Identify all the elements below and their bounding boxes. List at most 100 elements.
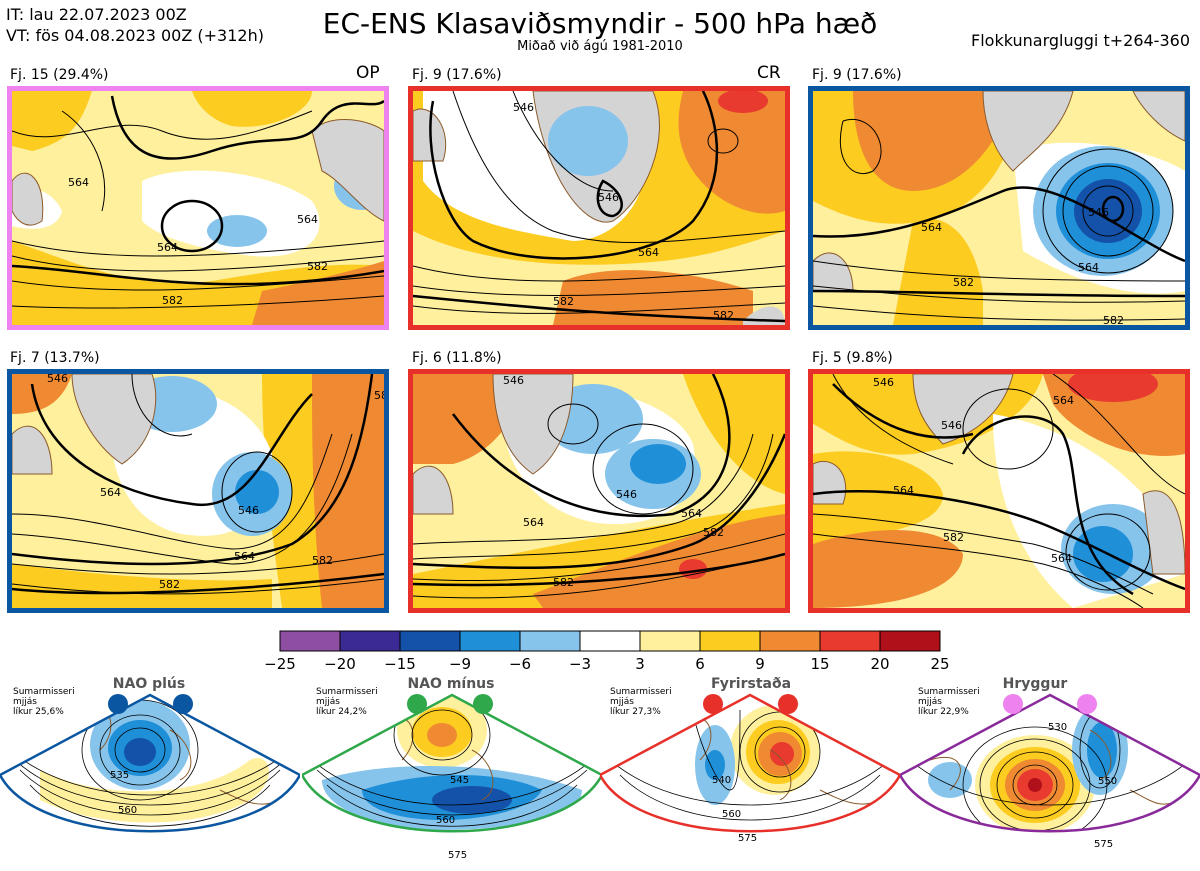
regime-1-note: Sumarmisseri mjjás líkur 25,6%: [13, 687, 75, 717]
page-title: EC-ENS Klasaviðsmyndir - 500 hPa hæð: [322, 7, 878, 40]
colorbar-tick-label: 15: [810, 655, 829, 673]
panel-4-contour-label-d: 564: [234, 550, 255, 563]
header-run-info: IT: lau 22.07.2023 00Z VT: fös 04.08.202…: [6, 4, 264, 46]
cluster-map-3: 546 564 564 582 582: [808, 86, 1190, 330]
cluster-map-6: 546 546 564 564 582 564: [808, 369, 1190, 613]
panel-5-contour-label-f: 582: [703, 526, 724, 539]
colorbar-tick-label: 25: [930, 655, 949, 673]
panel-2-tag: CR: [757, 63, 781, 83]
cluster-map-5: 546 546 564 564 582 582: [408, 369, 790, 613]
panel-1-label: Fj. 15 (29.4%): [10, 67, 109, 83]
colorbar-swatch: [819, 630, 881, 652]
panel-3-contour-label-a: 546: [1088, 206, 1109, 219]
colorbar-swatch: [639, 630, 701, 652]
panel-2-contour-label-a: 546: [513, 101, 534, 114]
colorbar: −25 −20 −15 −9 −6 −3 3 6 9 15 20 25: [264, 630, 950, 673]
panel-3-label: Fj. 9 (17.6%): [812, 67, 902, 83]
regime-2-note: Sumarmisseri mjjás líkur 24,2%: [316, 687, 378, 717]
panel-6-contour-label-f: 564: [1051, 552, 1072, 565]
panel-4-contour-label-f: 582: [312, 554, 333, 567]
colorbar-swatch: [759, 630, 821, 652]
colorbar-tick-label: 9: [755, 655, 765, 673]
regime-1-contour-label-b: 560: [118, 805, 137, 816]
panel-6-contour-label-c: 564: [893, 484, 914, 497]
regime-4-contour-label-b: 550: [1098, 776, 1117, 787]
regime-1-title: NAO plús: [112, 676, 186, 692]
colorbar-tick-label: −3: [569, 655, 591, 673]
panel-1-contour-label-b: 564: [297, 213, 318, 226]
panel-1-contour-label-d: 582: [307, 260, 328, 273]
colorbar-tick-label: 6: [695, 655, 705, 673]
panel-6-contour-label-d: 564: [1053, 394, 1074, 407]
panel-4-contour-label-a: 546: [47, 374, 68, 385]
regime-2-contour-label-c: 575: [448, 850, 467, 861]
panel-6-label: Fj. 5 (9.8%): [812, 350, 893, 366]
page-subtitle: Miðað við ágú 1981-2010: [517, 39, 683, 54]
panel-2-contour-label-b: 546: [598, 191, 619, 204]
panel-2-contour-label-e: 582: [713, 309, 734, 322]
panel-5-contour-label-a: 546: [503, 374, 524, 387]
colorbar-tick-label: −15: [384, 655, 416, 673]
panel-4-contour-label-g: 582: [374, 389, 384, 402]
regime-3-contour-label-b: 560: [722, 809, 741, 820]
colorbar-swatch: [339, 630, 401, 652]
regime-4-contour-label-c: 575: [1094, 839, 1113, 850]
regime-2-markers: [407, 694, 493, 714]
panel-4-contour-label-e: 582: [159, 578, 180, 591]
colorbar-swatches: [279, 630, 941, 652]
regime-2-contour-label-b: 560: [436, 815, 455, 826]
initial-time: IT: lau 22.07.2023 00Z: [6, 5, 187, 24]
panel-6-contour-label-a: 546: [873, 376, 894, 389]
regime-2-title: NAO mínus: [407, 676, 495, 692]
regime-3-contour-label-c: 575: [738, 833, 757, 844]
colorbar-swatch: [459, 630, 521, 652]
regime-3-markers: [703, 694, 798, 714]
colorbar-swatch: [519, 630, 581, 652]
panel-1-contour-label-a: 564: [157, 241, 178, 254]
regime-3-title: Fyrirstaða: [710, 676, 792, 692]
regime-4-note: Sumarmisseri mjjás líkur 22,9%: [918, 687, 980, 717]
colorbar-swatch: [399, 630, 461, 652]
regime-4-contour-label-a: 530: [1048, 722, 1067, 733]
cluster-map-1: 564 564 564 582 582: [7, 86, 389, 330]
regime-1-contour-label-a: 535: [110, 770, 129, 781]
panel-6-contour-label-b: 546: [941, 419, 962, 432]
panel-3-contour-label-e: 582: [1103, 314, 1124, 325]
panel-6-contour-label-e: 582: [943, 531, 964, 544]
regime-3-note: Sumarmisseri mjjás líkur 27,3%: [610, 687, 672, 717]
regime-4-title: Hryggur: [1002, 676, 1068, 692]
colorbar-tick-label: −6: [509, 655, 531, 673]
panel-4-contour-label-b: 546: [238, 504, 259, 517]
panel-5-contour-label-d: 564: [681, 507, 702, 520]
regime-map-nao-plus: 535 560: [0, 693, 300, 833]
colorbar-ticks: −25 −20 −15 −9 −6 −3 3 6 9 15 20 25: [264, 655, 949, 673]
panel-1-tag: OP: [356, 63, 380, 83]
panel-4-contour-label-c: 564: [100, 486, 121, 499]
colorbar-tick-label: −9: [449, 655, 471, 673]
regime-2-contour-label-a: 545: [450, 775, 469, 786]
colorbar-tick-label: 3: [635, 655, 645, 673]
panel-3-contour-label-b: 564: [921, 221, 942, 234]
panel-5-label: Fj. 6 (11.8%): [412, 350, 502, 366]
panel-5-contour-label-e: 582: [553, 576, 574, 589]
panel-3-contour-label-c: 564: [1078, 261, 1099, 274]
panel-2-label: Fj. 9 (17.6%): [412, 67, 502, 83]
panel-2-contour-label-c: 564: [638, 246, 659, 259]
panel-1-contour-label-c: 564: [68, 176, 89, 189]
panel-1-contour-label-e: 582: [162, 294, 183, 307]
panel-5-contour-label-c: 564: [523, 516, 544, 529]
cluster-map-4: 546 546 564 564 582 582 582: [7, 369, 389, 613]
regime-map-blocking: 540 560 575: [600, 693, 900, 844]
panel-3-contour-label-d: 582: [953, 276, 974, 289]
classification-window: Flokkunargluggi t+264-360: [971, 31, 1190, 50]
panel-2-contour-label-d: 582: [553, 295, 574, 308]
colorbar-swatch: [879, 630, 941, 652]
colorbar-swatch: [579, 630, 641, 652]
panel-4-label: Fj. 7 (13.7%): [10, 350, 100, 366]
regime-4-markers: [1003, 694, 1097, 714]
regime-map-ridge: 530 550 575: [900, 693, 1200, 850]
colorbar-tick-label: −25: [264, 655, 296, 673]
regime-1-markers: [108, 694, 193, 714]
regime-map-nao-minus: 545 560 575: [302, 693, 602, 861]
panel-5-contour-label-b: 546: [616, 488, 637, 501]
